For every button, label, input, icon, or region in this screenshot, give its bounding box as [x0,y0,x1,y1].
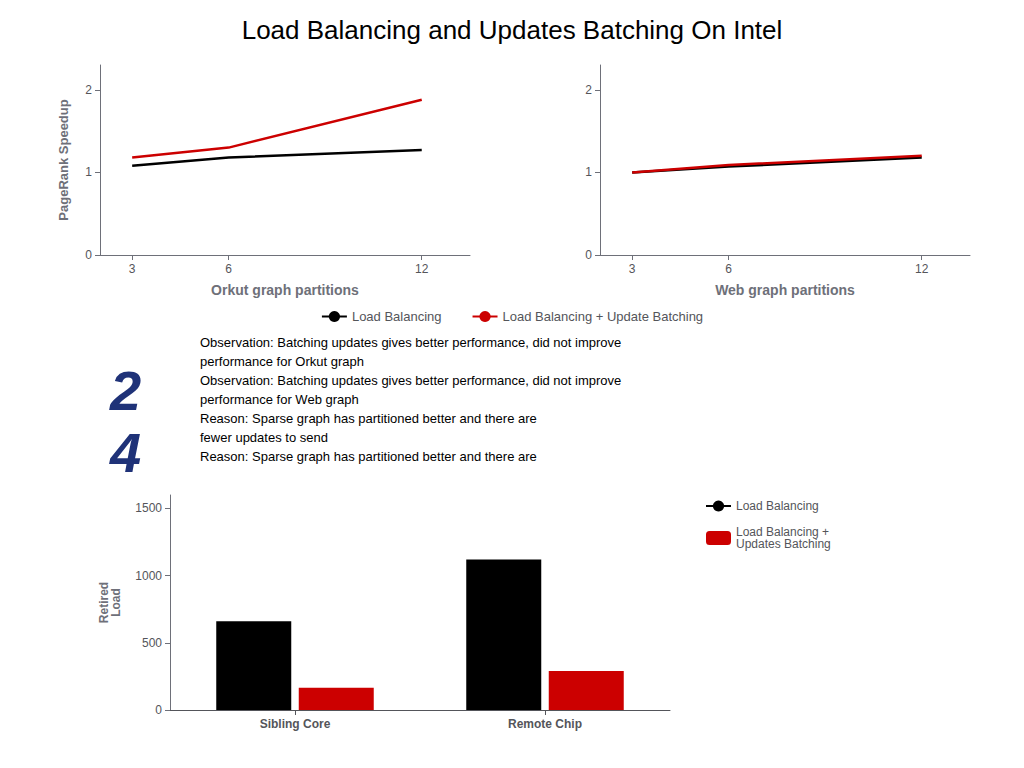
svg-text:1500: 1500 [135,501,162,515]
svg-text:6: 6 [725,262,732,276]
svg-text:Updates Batching: Updates Batching [736,537,831,551]
svg-text:0: 0 [155,703,162,717]
svg-text:1: 1 [85,165,92,179]
svg-text:6: 6 [225,262,232,276]
svg-text:2: 2 [585,83,592,97]
svg-text:PageRank Speedup: PageRank Speedup [56,99,71,220]
svg-text:12: 12 [415,262,429,276]
svg-text:Remote Chip: Remote Chip [508,717,582,731]
svg-text:Load Balancing: Load Balancing [736,499,819,513]
svg-text:fewer updates to send: fewer updates to send [200,430,328,445]
svg-text:Observation: Batching updates: Observation: Batching updates gives bett… [200,335,621,350]
svg-text:2: 2 [109,359,141,422]
svg-text:4: 4 [109,421,141,484]
svg-text:performance for Web graph: performance for Web graph [200,392,359,407]
svg-text:Retired: Retired [97,581,111,624]
svg-text:Load Balancing and Updates Bat: Load Balancing and Updates Batching On I… [242,15,783,45]
svg-text:Web graph partitions: Web graph partitions [715,282,855,298]
svg-text:1: 1 [585,165,592,179]
svg-text:Load: Load [109,588,123,617]
svg-text:Load Balancing +: Load Balancing + [736,525,830,539]
svg-text:2: 2 [85,83,92,97]
svg-text:performance for Orkut graph: performance for Orkut graph [200,354,364,369]
svg-text:500: 500 [142,636,162,650]
svg-text:Observation: Batching updates: Observation: Batching updates gives bett… [200,373,621,388]
svg-text:0: 0 [85,248,92,262]
svg-text:1000: 1000 [135,569,162,583]
svg-text:Sibling Core: Sibling Core [260,717,331,731]
svg-text:3: 3 [629,262,636,276]
svg-text:Reason: Sparse graph has parti: Reason: Sparse graph has partitioned bet… [200,411,537,426]
svg-text:Orkut graph partitions: Orkut graph partitions [211,282,359,298]
svg-text:Load Balancing + Update Batchi: Load Balancing + Update Batching [503,309,704,324]
svg-text:12: 12 [915,262,929,276]
svg-text:0: 0 [585,248,592,262]
svg-text:3: 3 [129,262,136,276]
svg-text:Reason: Sparse graph has parti: Reason: Sparse graph has partitioned bet… [200,449,537,464]
svg-text:Load Balancing: Load Balancing [352,309,442,324]
